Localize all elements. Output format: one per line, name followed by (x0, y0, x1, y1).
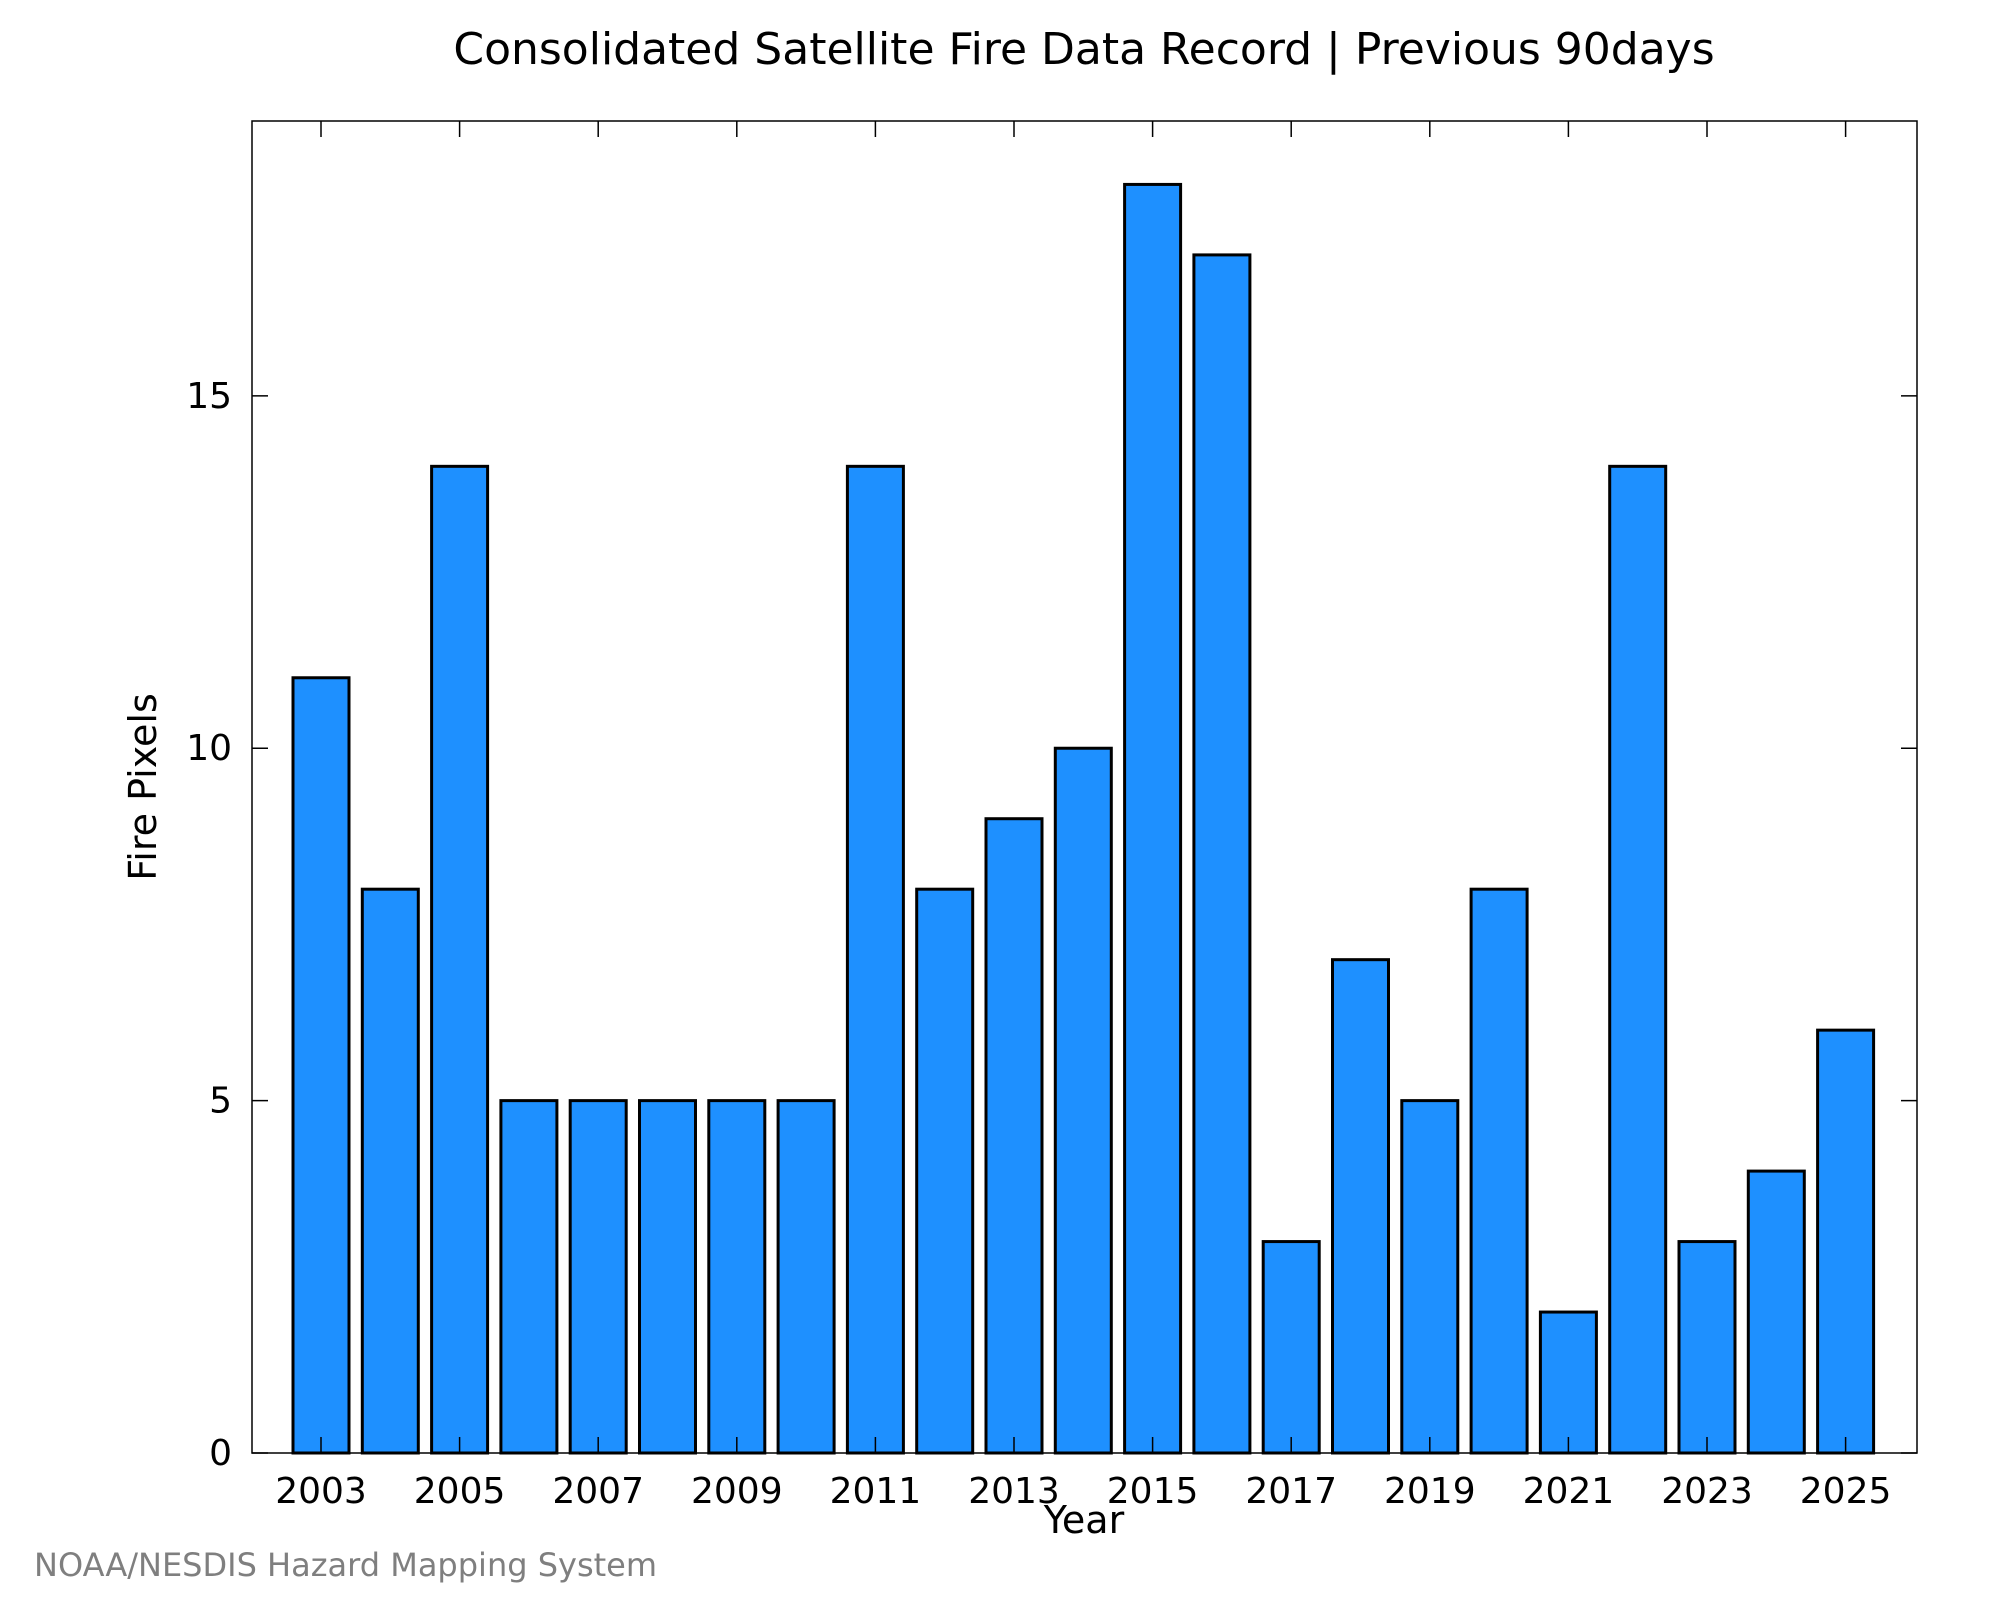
x-tick-label: 2023 (1661, 1471, 1753, 1512)
bar-2004 (360, 887, 420, 1455)
bar-2014 (1053, 746, 1113, 1455)
bar-2012 (915, 887, 975, 1455)
y-tick-label: 5 (209, 1081, 232, 1122)
x-tick-label: 2007 (552, 1471, 644, 1512)
x-axis-label: Year (1043, 1498, 1125, 1542)
bar-2018 (1331, 958, 1390, 1455)
bar-2005 (430, 464, 490, 1455)
x-tick-label: 2015 (1107, 1471, 1199, 1512)
chart-title: Consolidated Satellite Fire Data Record … (453, 24, 1714, 75)
bar-2016 (1192, 253, 1252, 1455)
bar-2021 (1538, 1310, 1598, 1455)
bar-2013 (984, 817, 1044, 1455)
x-tick-label: 2003 (275, 1471, 367, 1512)
bar-2008 (638, 1099, 697, 1455)
bar-2020 (1469, 887, 1529, 1455)
bar-2025 (1816, 1028, 1876, 1455)
bars (291, 182, 1876, 1455)
bar-2023 (1677, 1240, 1737, 1455)
x-tick-label: 2025 (1800, 1471, 1892, 1512)
bar-2019 (1400, 1099, 1460, 1455)
bar-2007 (568, 1099, 628, 1455)
bar-2006 (499, 1099, 559, 1455)
credit-footer: NOAA/NESDIS Hazard Mapping System (34, 1546, 657, 1584)
y-tick-label: 0 (209, 1433, 232, 1474)
x-tick-label: 2005 (414, 1471, 506, 1512)
x-tick-label: 2019 (1384, 1471, 1476, 1512)
x-tick-label: 2021 (1523, 1471, 1615, 1512)
x-tick-label: 2017 (1245, 1471, 1337, 1512)
bar-2010 (776, 1099, 836, 1455)
bar-2022 (1608, 464, 1668, 1455)
y-tick-label: 10 (186, 728, 232, 769)
x-axis-ticks: 2003 2005 2007 2009 2011 2013 2015 2017 2019 2021… (275, 121, 1891, 1512)
bar-2024 (1746, 1169, 1806, 1455)
bar-2015 (1123, 182, 1183, 1455)
x-tick-label: 2009 (691, 1471, 783, 1512)
y-axis-ticks: 0 5 10 15 (186, 376, 1917, 1474)
bar-2011 (845, 464, 905, 1455)
bar-2009 (707, 1099, 767, 1455)
y-axis-label: Fire Pixels (121, 693, 165, 881)
x-tick-label: 2011 (830, 1471, 922, 1512)
bar-2003 (291, 676, 351, 1455)
y-tick-label: 15 (186, 376, 232, 417)
x-tick-label: 2013 (968, 1471, 1060, 1512)
bar-2017 (1261, 1240, 1321, 1455)
